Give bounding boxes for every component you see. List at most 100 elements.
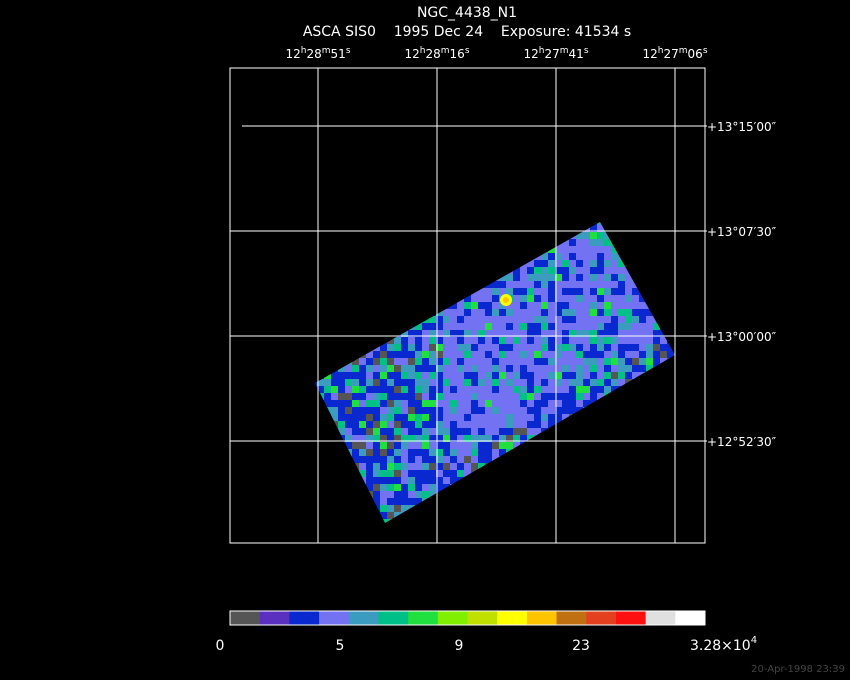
pixel: [639, 477, 646, 484]
pixel: [478, 470, 485, 477]
pixel: [527, 316, 534, 323]
pixel: [443, 253, 450, 260]
pixel: [604, 428, 611, 435]
pixel: [436, 393, 443, 400]
pixel: [597, 400, 604, 407]
pixel: [583, 470, 590, 477]
pixel: [464, 302, 471, 309]
pixel: [625, 288, 632, 295]
pixel: [660, 232, 667, 239]
pixel: [555, 407, 562, 414]
pixel: [331, 421, 338, 428]
pixel: [338, 253, 345, 260]
pixel: [408, 491, 415, 498]
pixel: [513, 351, 520, 358]
pixel: [485, 505, 492, 512]
pixel: [401, 316, 408, 323]
pixel: [401, 302, 408, 309]
pixel: [660, 379, 667, 386]
pixel: [597, 239, 604, 246]
pixel: [415, 239, 422, 246]
pixel: [520, 372, 527, 379]
pixel: [443, 484, 450, 491]
pixel: [541, 498, 548, 505]
pixel: [359, 232, 366, 239]
pixel: [562, 351, 569, 358]
pixel: [485, 260, 492, 267]
pixel: [443, 400, 450, 407]
pixel: [590, 386, 597, 393]
pixel: [520, 253, 527, 260]
pixel: [583, 260, 590, 267]
pixel: [471, 519, 478, 523]
pixel: [653, 477, 660, 484]
pixel: [450, 267, 457, 274]
pixel: [548, 393, 555, 400]
pixel: [513, 470, 520, 477]
pixel: [653, 302, 660, 309]
pixel: [324, 232, 331, 239]
pixel: [653, 421, 660, 428]
pixel: [387, 281, 394, 288]
ra-part: s: [346, 46, 351, 56]
pixel: [478, 421, 485, 428]
pixel: [373, 449, 380, 456]
pixel: [653, 232, 660, 239]
pixel: [380, 484, 387, 491]
pixel: [541, 470, 548, 477]
pixel: [660, 477, 667, 484]
ra-part: h: [539, 46, 545, 56]
pixel: [401, 491, 408, 498]
pixel: [373, 358, 380, 365]
pixel: [310, 526, 317, 533]
pixel: [499, 519, 506, 523]
pixel: [422, 519, 429, 523]
pixel: [478, 379, 485, 386]
pixel: [583, 295, 590, 302]
pixel: [618, 428, 625, 435]
pixel: [345, 288, 352, 295]
pixel: [429, 222, 436, 225]
pixel: [457, 470, 464, 477]
pixel: [541, 491, 548, 498]
pixel: [583, 365, 590, 372]
pixel: [443, 222, 450, 225]
pixel: [604, 281, 611, 288]
ra-part: 12: [642, 47, 657, 61]
pixel: [457, 351, 464, 358]
pixel: [331, 491, 338, 498]
pixel: [359, 379, 366, 386]
pixel: [527, 344, 534, 351]
pixel: [632, 470, 639, 477]
pixel: [366, 449, 373, 456]
pixel: [590, 407, 597, 414]
pixel: [436, 372, 443, 379]
pixel: [450, 470, 457, 477]
pixel: [555, 330, 562, 337]
pixel: [513, 519, 520, 523]
pixel: [541, 239, 548, 246]
pixel: [534, 222, 541, 225]
pixel: [506, 246, 513, 253]
pixel: [597, 274, 604, 281]
pixel: [555, 393, 562, 400]
pixel: [653, 414, 660, 421]
pixel: [387, 288, 394, 295]
pixel: [380, 232, 387, 239]
pixel: [506, 400, 513, 407]
pixel: [478, 463, 485, 470]
pixel: [380, 372, 387, 379]
pixel: [653, 323, 660, 330]
pixel: [422, 288, 429, 295]
pixel: [422, 302, 429, 309]
pixel: [590, 323, 597, 330]
pixel: [373, 407, 380, 414]
pixel: [667, 372, 674, 379]
pixel: [576, 421, 583, 428]
pixel: [534, 393, 541, 400]
pixel: [646, 323, 653, 330]
pixel: [562, 449, 569, 456]
pixel: [632, 456, 639, 463]
pixel: [597, 253, 604, 260]
pixel: [667, 498, 674, 505]
